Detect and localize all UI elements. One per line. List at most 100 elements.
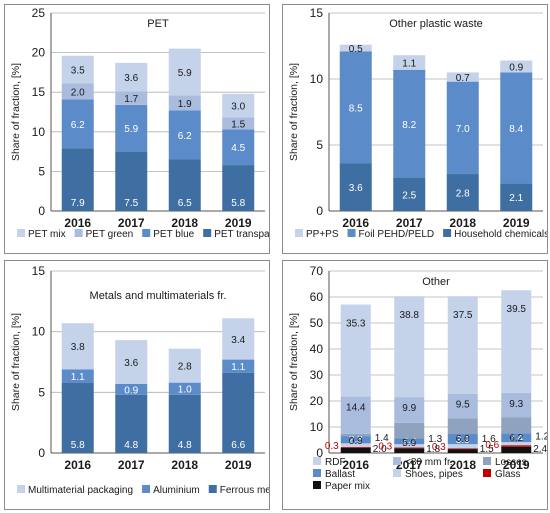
- y-tick-label: 15: [310, 6, 324, 20]
- bar-shoes-pipes-2019: [501, 442, 532, 446]
- data-label-glass-2018: 0.3: [432, 442, 446, 453]
- legend-swatch-ferrous-metals: [208, 485, 217, 493]
- bar-pet-blue-2019: [222, 129, 255, 166]
- legend-swatch-household-chemicals: [443, 229, 452, 237]
- bar-glass-2019: [501, 445, 532, 447]
- data-label-losses-2019: 6.2: [509, 433, 523, 444]
- bar-ferrous-metals-2019: [222, 372, 255, 453]
- bar-glass-2016: [340, 447, 371, 448]
- legend-label-shoes-pipes: Shoes, pipes: [405, 469, 463, 480]
- legend-swatch-pet-transparent: [203, 229, 212, 237]
- legend-swatch-glass: [483, 469, 491, 477]
- data-label-pet-blue-2018: 6.2: [178, 131, 192, 142]
- bar-pet-green-2016: [61, 83, 94, 100]
- bar-glass-2017: [394, 447, 425, 449]
- bar-pet-blue-2016: [61, 99, 94, 149]
- x-tick-label: 2019: [225, 216, 252, 230]
- y-tick-label: 5: [316, 138, 323, 152]
- x-tick-label: 2019: [503, 216, 530, 230]
- data-label-80-mm-fr-2019: 9.3: [509, 399, 523, 410]
- data-label-pp-ps-2018: 0.7: [456, 73, 470, 84]
- bar-aluminium-2018: [168, 382, 201, 395]
- data-label-multimaterial-packaging-2017: 3.6: [124, 358, 138, 369]
- chart-title: Metals and multimaterials fr.: [90, 290, 227, 302]
- bar-aluminium-2019: [222, 359, 255, 373]
- chart-panel-other-plastic: 0 5 10 15 Share of fraction, [%] 3.6 8.5 0.5 201…: [282, 4, 548, 254]
- data-label-shoes-pipes-2017: 1.3: [428, 434, 442, 445]
- chart-pet: 0 5 10 15 20 25 Share of fraction, [%] 7.9 6.2 2.…: [10, 6, 269, 240]
- data-label-multimaterial-packaging-2016: 3.8: [71, 342, 85, 353]
- data-label-ferrous-metals-2018: 4.8: [178, 440, 192, 451]
- chart-title-background: [85, 289, 231, 303]
- bar-rdf-2016: [340, 304, 371, 397]
- bar-multimaterial-packaging-2019: [222, 318, 255, 360]
- bar-household-chemicals-2019: [500, 183, 533, 211]
- x-tick-label: 2018: [171, 216, 198, 230]
- chart-title: PET: [147, 18, 169, 30]
- data-label-pet-transparent-2017: 7.5: [124, 198, 138, 209]
- bar-losses-2019: [501, 417, 532, 434]
- bar-pp-ps-2017: [393, 55, 426, 70]
- data-label-ballast-2018: 3.9: [456, 435, 470, 446]
- data-label-pet-blue-2017: 5.9: [124, 124, 138, 135]
- x-tick-label: 2017: [396, 216, 423, 230]
- data-label-household-chemicals-2019: 2.1: [509, 193, 523, 204]
- bar-household-chemicals-2016: [339, 163, 372, 211]
- bar-household-chemicals-2017: [393, 178, 426, 211]
- legend-label-pet-transparent: PET transparent: [214, 229, 269, 240]
- y-tick-label: 5: [38, 385, 45, 399]
- legend-swatch-shoes-pipes: [393, 469, 401, 477]
- data-label-ballast-2017: 2.3: [402, 435, 416, 446]
- bar-pet-mix-2016: [61, 55, 94, 84]
- y-tick-label: 15: [32, 85, 46, 99]
- bar-aluminium-2017: [115, 383, 148, 395]
- data-label-glass-2019: 0.6: [485, 440, 499, 451]
- bar-losses-2016: [340, 433, 371, 437]
- bar-shoes-pipes-2017: [394, 444, 425, 448]
- data-label-pet-green-2017: 1.7: [124, 94, 138, 105]
- bar-pet-blue-2017: [115, 104, 148, 152]
- y-axis-label: Share of fraction, [%]: [288, 313, 300, 411]
- data-label-household-chemicals-2016: 3.6: [349, 183, 363, 194]
- data-label-pet-blue-2019: 4.5: [231, 143, 245, 154]
- chart-panel-other: 0 10 20 30 40 50 60 70 Share of fraction, [%] 2.0…: [282, 260, 548, 510]
- chart-title-background: [418, 275, 455, 289]
- data-label-pet-mix-2019: 3.0: [231, 102, 245, 113]
- bar-ferrous-metals-2017: [115, 394, 148, 453]
- y-axis-label: Share of fraction, [%]: [10, 63, 22, 161]
- bar-foil-pehd-peld-2018: [446, 81, 479, 175]
- bar-ballast-2017: [394, 438, 425, 445]
- legend-swatch-aluminium: [142, 485, 151, 493]
- x-tick-label: 2016: [342, 458, 369, 472]
- data-label-ferrous-metals-2016: 5.8: [71, 440, 85, 451]
- y-tick-label: 30: [310, 368, 324, 382]
- chart-title: Other: [422, 276, 450, 288]
- bar-pet-transparent-2016: [61, 148, 94, 211]
- bar-pet-green-2018: [168, 95, 201, 111]
- data-label-pp-ps-2016: 0.5: [349, 44, 363, 55]
- legend-label-ballast: Ballast: [325, 469, 355, 480]
- chart-title-background: [385, 17, 487, 31]
- bar-foil-pehd-peld-2017: [393, 69, 426, 178]
- data-label-pet-green-2016: 2.0: [71, 87, 85, 98]
- data-label-foil-pehd-peld-2017: 8.2: [402, 120, 416, 131]
- bar-rdf-2018: [447, 296, 478, 394]
- data-label-foil-pehd-peld-2016: 8.5: [349, 103, 363, 114]
- y-tick-label: 50: [310, 316, 324, 330]
- x-tick-label: 2016: [64, 216, 91, 230]
- legend-label-pet-blue: PET blue: [153, 229, 194, 240]
- data-label-80-mm-fr-2016: 14.4: [346, 402, 366, 413]
- data-label-household-chemicals-2017: 2.5: [402, 191, 416, 202]
- bar-ferrous-metals-2018: [168, 394, 201, 453]
- data-label-paper-mix-2017: 1.8: [426, 444, 440, 455]
- data-label-ballast-2016: 2.8: [349, 434, 363, 445]
- data-label-pet-mix-2016: 3.5: [71, 66, 85, 77]
- legend-label-household-chemicals: Household chemicals: [454, 229, 547, 240]
- y-tick-label: 0: [316, 446, 323, 460]
- bar-aluminium-2016: [61, 369, 94, 383]
- y-tick-label: 10: [32, 325, 46, 339]
- bar-pet-transparent-2017: [115, 151, 148, 211]
- data-label-80-mm-fr-2018: 9.5: [456, 400, 470, 411]
- legend-swatch-pet-blue: [142, 229, 151, 237]
- y-tick-label: 20: [310, 394, 324, 408]
